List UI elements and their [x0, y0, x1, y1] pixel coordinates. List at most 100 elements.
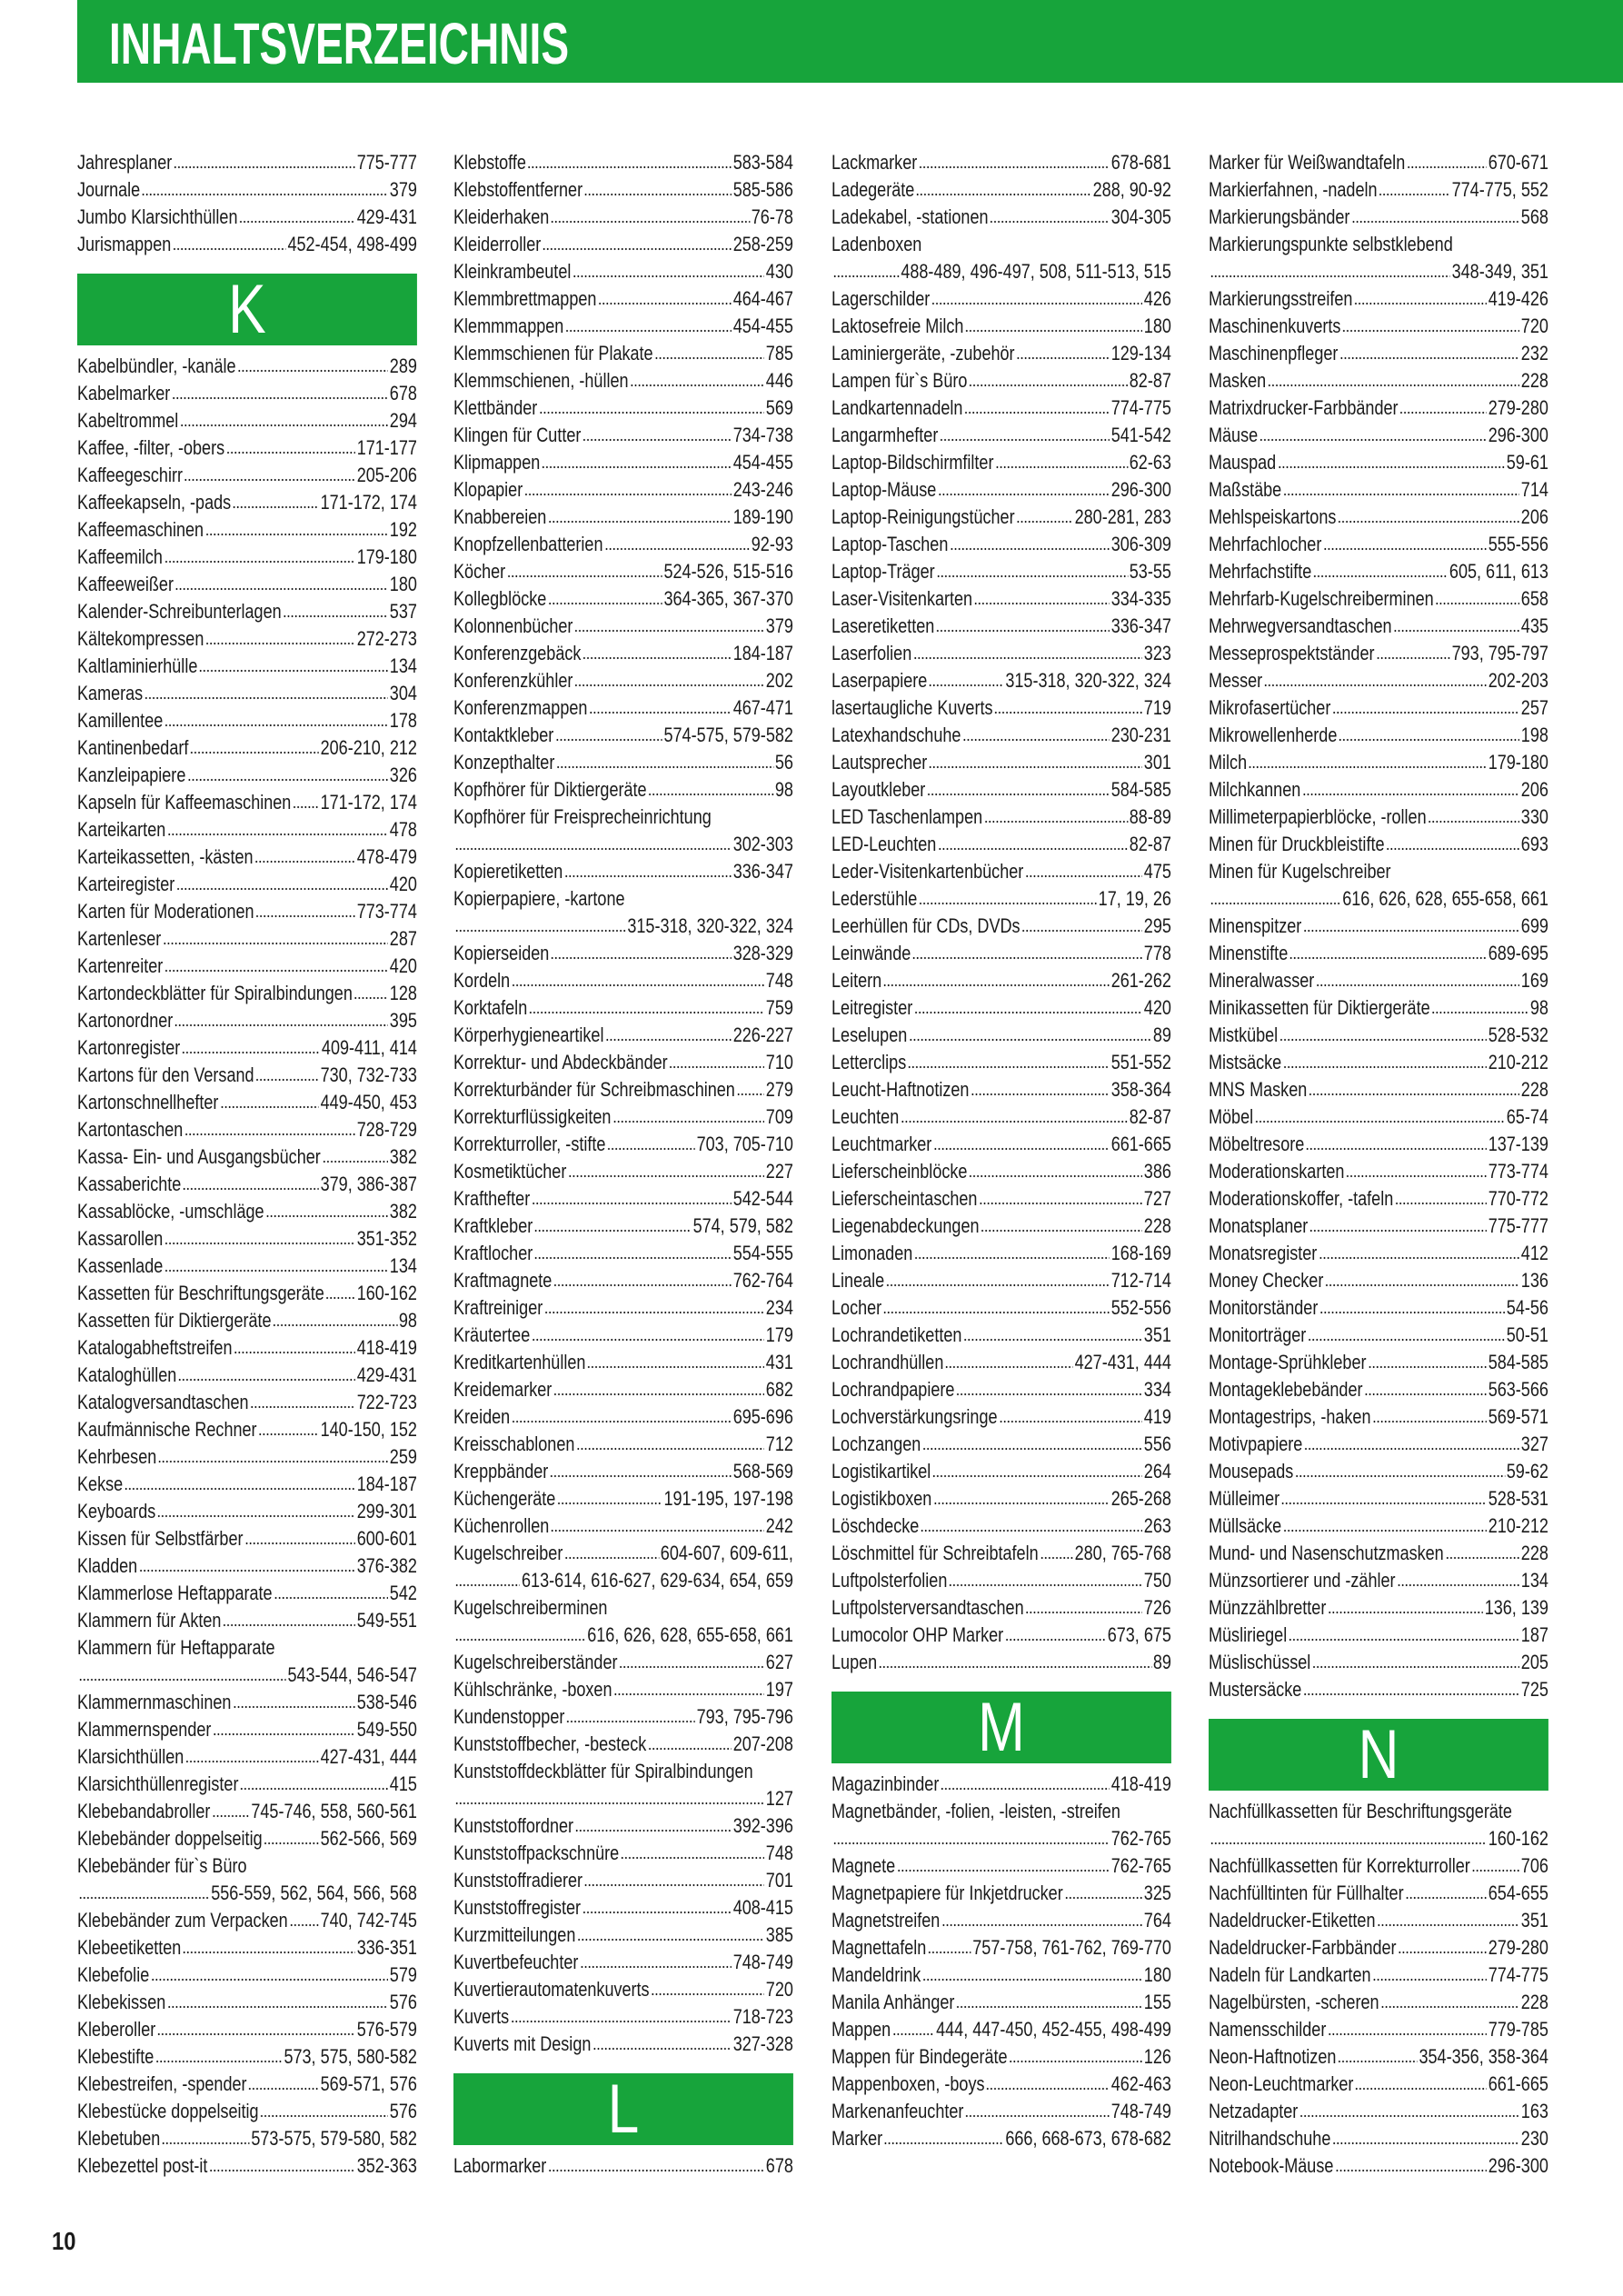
entry-term: Logistikboxen [831, 1487, 932, 1510]
entry-pages: 584-585 [1488, 1351, 1548, 1373]
index-entry: Möbel 65-74 [1209, 1103, 1548, 1131]
dot-leader [1277, 465, 1506, 469]
index-entry: Kreditkartenhüllen 431 [453, 1349, 793, 1376]
dot-leader [981, 1229, 1143, 1233]
entry-pages: 351-352 [356, 1227, 417, 1250]
index-entry-line: Motivpapiere 327 [1209, 1431, 1548, 1458]
index-entry: Kraftreiniger 234 [453, 1294, 793, 1322]
entry-pages: 478-479 [356, 845, 417, 868]
dot-leader [353, 996, 389, 1000]
entry-term: Klarsichthüllenregister [77, 1772, 239, 1795]
index-entry: Kamillentee 178 [77, 707, 417, 734]
entry-pages: 230-231 [1110, 724, 1171, 746]
entry-pages: 710 [765, 1051, 793, 1073]
index-entry: Luftpolsterfolien 750 [831, 1567, 1171, 1594]
index-entry-line: Nitrilhandschuhe 230 [1209, 2125, 1548, 2152]
entry-term: Monatsplaner [1209, 1214, 1309, 1237]
entry-pages: 727 [1143, 1187, 1171, 1210]
entry-term: Laptop-Reinigungstücher [831, 505, 1015, 528]
entry-term: Ladegeräte [831, 178, 915, 201]
section-letter: L [607, 2071, 640, 2148]
entry-term: Logistikartikel [831, 1460, 931, 1482]
dot-leader [166, 2005, 389, 2009]
index-entry-line: Klingen für Cutter 734-738 [453, 422, 793, 449]
entry-pages: 793, 795-796 [696, 1705, 793, 1728]
dot-leader [181, 1051, 321, 1054]
entry-pages: 180 [389, 573, 417, 595]
dot-leader [1445, 1556, 1520, 1560]
dot-leader [1364, 1393, 1488, 1396]
entry-term: Lumocolor OHP Marker [831, 1623, 1004, 1646]
index-entry: Namensschilder 779-785 [1209, 2016, 1548, 2043]
index-entry-line: Küchenrollen 242 [453, 1512, 793, 1540]
index-entry-line: Leuchten 82-87 [831, 1103, 1171, 1131]
index-entry: Klebstoffentferner 585-586 [453, 176, 793, 204]
index-entry: Neon-Haftnotizen 354-356, 358-364 [1209, 2043, 1548, 2071]
dot-leader [587, 1365, 765, 1369]
index-column-4: Marker für Weißwandtafeln 670-671 Markierf… [1209, 149, 1548, 2180]
dot-leader [541, 465, 732, 469]
dot-leader [1399, 411, 1488, 414]
index-entry: Ladekabel, -stationen 304-305 [831, 204, 1171, 231]
entry-term: Kartonschnellhefter [77, 1091, 219, 1113]
dot-leader [138, 1569, 356, 1572]
dot-leader [265, 1214, 389, 1218]
index-entry: Leucht-Haftnotizen 358-364 [831, 1076, 1171, 1103]
index-entry-line: Konferenzmappen 467-471 [453, 694, 793, 722]
dot-leader [574, 684, 765, 687]
dot-leader [1398, 1951, 1488, 1954]
index-entry-line: Messer 202-203 [1209, 667, 1548, 694]
index-entry: Klemmmappen 454-455 [453, 313, 793, 340]
index-entry: Münzsortierer und -zähler 134 [1209, 1567, 1548, 1594]
index-entry: Nitrilhandschuhe 230 [1209, 2125, 1548, 2152]
entry-term: Moderationskoffer, -tafeln [1209, 1187, 1394, 1210]
index-entry: Küchengeräte 191-195, 197-198 [453, 1485, 793, 1512]
index-entry-line: Kreidemarker 682 [453, 1376, 793, 1403]
entry-pages: 542-544 [732, 1187, 793, 1210]
entry-pages: 336-351 [356, 1936, 417, 1959]
entry-term: Keyboards [77, 1500, 156, 1522]
entry-pages: 56 [774, 751, 793, 774]
index-entry-line: Markenanfeuchter 748-749 [831, 2098, 1171, 2125]
entry-term: Kassetten für Diktiergeräte [77, 1309, 272, 1332]
index-entry-line: Kabelmarker 678 [77, 380, 417, 407]
index-entry: Korrekturflüssigkeiten 709 [453, 1103, 793, 1131]
entry-term: Kaffee, -filter, -obers [77, 436, 225, 459]
index-entry-line: Liegenabdeckungen 228 [831, 1213, 1171, 1240]
index-entry-line: Kräutertee 179 [453, 1322, 793, 1349]
entry-pages: 712 [765, 1433, 793, 1455]
entry-pages: 296-300 [1488, 2154, 1548, 2177]
entry-term: Klopapier [453, 478, 523, 501]
entry-pages: 673, 675 [1107, 1623, 1171, 1646]
entry-term: Mehrwegversandtaschen [1209, 614, 1392, 637]
index-entry-line: Mehrfachlocher 555-556 [1209, 531, 1548, 558]
entry-pages: 261-262 [1110, 969, 1171, 992]
index-entry-line: Monitorträger 50-51 [1209, 1322, 1548, 1349]
entry-pages: 137-139 [1488, 1133, 1548, 1155]
entry-pages: 315-318, 320-322, 324 [627, 914, 793, 937]
entry-pages: 192 [389, 518, 417, 541]
entry-term: Nadeldrucker-Etiketten [1209, 1909, 1376, 1932]
index-entry-line: Matrixdrucker-Farbbänder 279-280 [1209, 394, 1548, 422]
entry-term: Klemmschienen, -hüllen [453, 369, 629, 392]
index-entry: Kuverts 718-723 [453, 2003, 793, 2031]
entry-pages: 206 [1520, 778, 1548, 801]
dot-leader [973, 602, 1110, 605]
dot-leader [78, 1896, 210, 1900]
entry-pages: 136, 139 [1484, 1596, 1548, 1619]
entry-pages: 288, 90-92 [1092, 178, 1171, 201]
entry-pages: 382 [389, 1200, 417, 1223]
index-entry-line: Neon-Haftnotizen 354-356, 358-364 [1209, 2043, 1548, 2071]
index-entry: Locher 552-556 [831, 1294, 1171, 1322]
index-entry: Leselupen 89 [831, 1022, 1171, 1049]
index-entry: Money Checker 136 [1209, 1267, 1548, 1294]
entry-pages: 562-566, 569 [320, 1827, 417, 1850]
index-entry-line: Konferenzgebäck 184-187 [453, 640, 793, 667]
entry-pages: 134 [1520, 1569, 1548, 1592]
entry-pages: 666, 668-673, 678-682 [1005, 2127, 1171, 2150]
entry-pages: 542 [389, 1582, 417, 1604]
dot-leader [931, 1474, 1143, 1478]
index-entry: Kurzmitteilungen 385 [453, 1922, 793, 1949]
index-entry: Lochrandetiketten 351 [831, 1322, 1171, 1349]
dot-leader [619, 1665, 765, 1669]
